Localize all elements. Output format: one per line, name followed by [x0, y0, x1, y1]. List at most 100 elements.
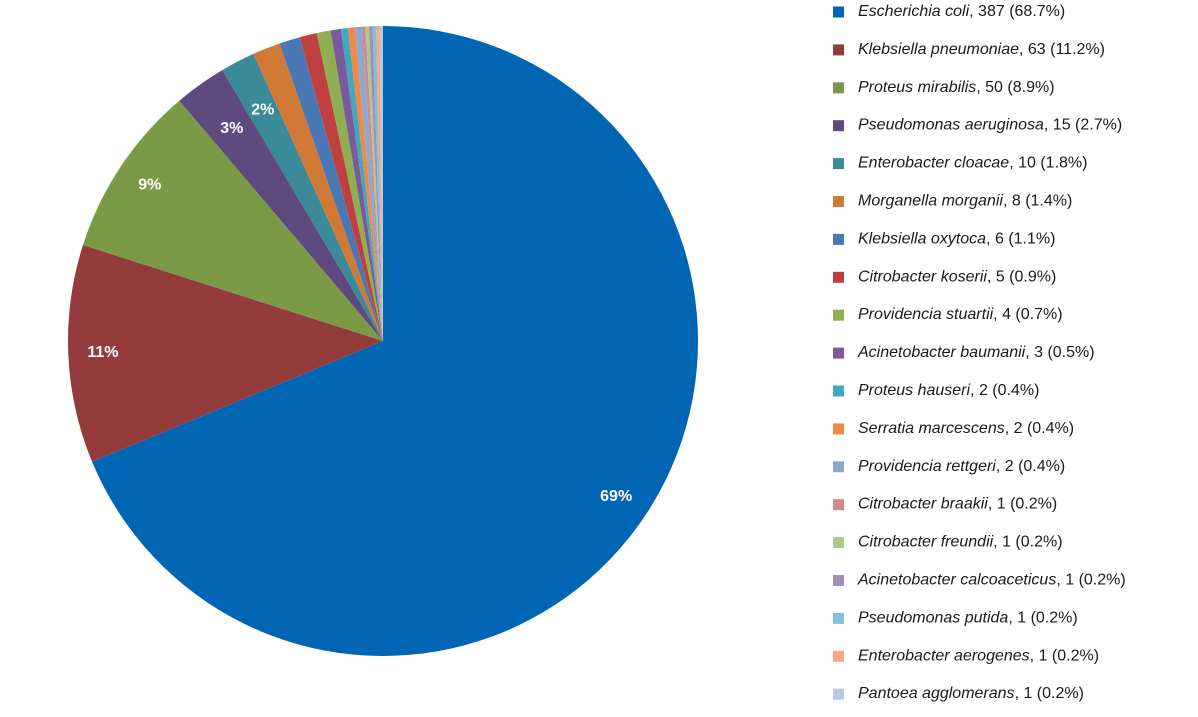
legend-value: , 2 (0.4%)	[970, 382, 1039, 399]
slice-label: 11%	[87, 344, 118, 361]
legend-name: Pantoea agglomerans	[858, 685, 1015, 702]
legend-label: Klebsiella oxytoca, 6 (1.1%)	[858, 231, 1055, 248]
legend-swatch	[833, 499, 844, 511]
legend-swatch	[833, 385, 844, 397]
legend-label: Klebsiella pneumoniae, 63 (11.2%)	[858, 41, 1105, 58]
legend-swatch	[833, 423, 844, 435]
pie-slice	[330, 28, 383, 342]
pie-slice	[375, 26, 383, 341]
legend-swatch	[833, 158, 844, 170]
legend-value: , 8 (1.4%)	[1003, 193, 1072, 210]
legend-swatch	[833, 44, 844, 56]
legend-value: , 63 (11.2%)	[1019, 41, 1105, 58]
legend-label: Acinetobacter calcoaceticus, 1 (0.2%)	[857, 572, 1126, 589]
legend-value: , 2 (0.4%)	[996, 458, 1065, 475]
legend-swatch	[833, 461, 844, 473]
pie-slice	[92, 26, 698, 656]
legend-name: Acinetobacter baumanii	[857, 344, 1026, 361]
legend-label: Serratia marcescens, 2 (0.4%)	[858, 420, 1074, 437]
legend-label: Pseudomonas putida, 1 (0.2%)	[858, 610, 1078, 627]
slice-label: 69%	[600, 488, 632, 505]
pie-slice	[222, 53, 383, 341]
pie-slice	[340, 27, 383, 341]
legend-name: Citrobacter koserii	[858, 269, 987, 286]
legend-swatch	[833, 309, 844, 321]
legend-name: Proteus hauseri	[858, 382, 971, 399]
pie-slice	[82, 100, 383, 341]
pie-slice	[279, 37, 383, 342]
legend-value: , 1 (0.2%)	[1015, 685, 1084, 702]
pie-slice	[365, 26, 383, 342]
legend-value: , 2 (0.4%)	[1005, 420, 1074, 437]
legend-name: Escherichia coli	[858, 3, 970, 20]
legend-label: Citrobacter freundii, 1 (0.2%)	[858, 534, 1063, 551]
legend-value: , 5 (0.9%)	[987, 269, 1056, 286]
legend-name: Serratia marcescens	[858, 420, 1005, 437]
legend-swatch	[833, 650, 844, 662]
pie-slice	[354, 26, 383, 341]
legend-swatch	[833, 6, 844, 18]
legend-name: Enterobacter cloacae	[858, 155, 1009, 172]
legend-label: Providencia rettgeri, 2 (0.4%)	[858, 458, 1065, 475]
legend-label: Pseudomonas aeruginosa, 15 (2.7%)	[858, 117, 1122, 134]
legend-value: , 50 (8.9%)	[976, 79, 1054, 96]
legend-label: Citrobacter koserii, 5 (0.9%)	[858, 269, 1056, 286]
legend-value: , 1 (0.2%)	[1008, 610, 1077, 627]
legend-value: , 15 (2.7%)	[1044, 117, 1122, 134]
legend-label: Pantoea agglomerans, 1 (0.2%)	[858, 685, 1084, 702]
legend-value: , 6 (1.1%)	[986, 231, 1055, 248]
legend-swatch	[833, 537, 844, 549]
legend-value: , 4 (0.7%)	[993, 306, 1062, 323]
legend-name: Pseudomonas aeruginosa	[858, 117, 1044, 134]
legend-label: Escherichia coli, 387 (68.7%)	[858, 3, 1065, 20]
legend-name: Citrobacter freundii	[858, 534, 994, 551]
legend-label: Citrobacter braakii, 1 (0.2%)	[858, 496, 1057, 513]
legend-value: , 1 (0.2%)	[993, 534, 1062, 551]
pie-slice	[253, 43, 383, 341]
pie-slice	[361, 26, 383, 341]
legend-label: Proteus hauseri, 2 (0.4%)	[858, 382, 1039, 399]
legend-name: Morganella morganii	[858, 193, 1003, 210]
legend-swatch	[833, 233, 844, 245]
legend-name: Pseudomonas putida	[858, 610, 1008, 627]
legend-name: Citrobacter braakii	[858, 496, 988, 513]
legend-value: , 3 (0.5%)	[1025, 344, 1094, 361]
legend-label: Providencia stuartii, 4 (0.7%)	[858, 306, 1063, 323]
legend-name: Providencia stuartii	[858, 306, 994, 323]
pie-slice	[68, 244, 383, 462]
slice-label: 9%	[138, 177, 161, 194]
legend-name: Acinetobacter calcoaceticus	[857, 572, 1056, 589]
legend-value: , 1 (0.2%)	[988, 496, 1057, 513]
legend-swatch	[833, 688, 844, 700]
legend-value: , 1 (0.2%)	[1030, 648, 1099, 665]
slice-label: 3%	[220, 120, 243, 137]
legend-name: Providencia rettgeri	[858, 458, 996, 475]
pie-slice	[316, 30, 383, 341]
legend-swatch	[833, 575, 844, 586]
legend-label: Acinetobacter baumanii, 3 (0.5%)	[857, 344, 1095, 361]
legend-label: Enterobacter aerogenes, 1 (0.2%)	[858, 648, 1099, 665]
pie-slice	[347, 27, 383, 341]
slice-label: 2%	[251, 101, 274, 118]
legend-name: Klebsiella pneumoniae	[858, 41, 1019, 58]
legend-swatch	[833, 271, 844, 283]
pie-slice	[379, 26, 383, 341]
pie-slice	[372, 26, 383, 342]
legend-swatch	[833, 612, 844, 624]
legend-value: , 1 (0.2%)	[1056, 572, 1125, 589]
legend-swatch	[833, 120, 844, 132]
legend-swatch	[833, 347, 844, 359]
legend-swatch	[833, 82, 844, 94]
legend-label: Proteus mirabilis, 50 (8.9%)	[858, 79, 1055, 96]
legend-label: Enterobacter cloacae, 10 (1.8%)	[858, 155, 1087, 172]
legend-swatch	[833, 196, 844, 207]
legend-value: , 387 (68.7%)	[969, 3, 1065, 20]
pie-slice	[299, 33, 383, 342]
legend-value: , 10 (1.8%)	[1009, 155, 1087, 172]
legend-label: Morganella morganii, 8 (1.4%)	[858, 193, 1072, 210]
pie-slice	[368, 26, 383, 341]
legend-name: Klebsiella oxytoca	[858, 231, 986, 248]
legend-name: Proteus mirabilis	[858, 79, 976, 96]
legend-name: Enterobacter aerogenes	[858, 648, 1030, 665]
